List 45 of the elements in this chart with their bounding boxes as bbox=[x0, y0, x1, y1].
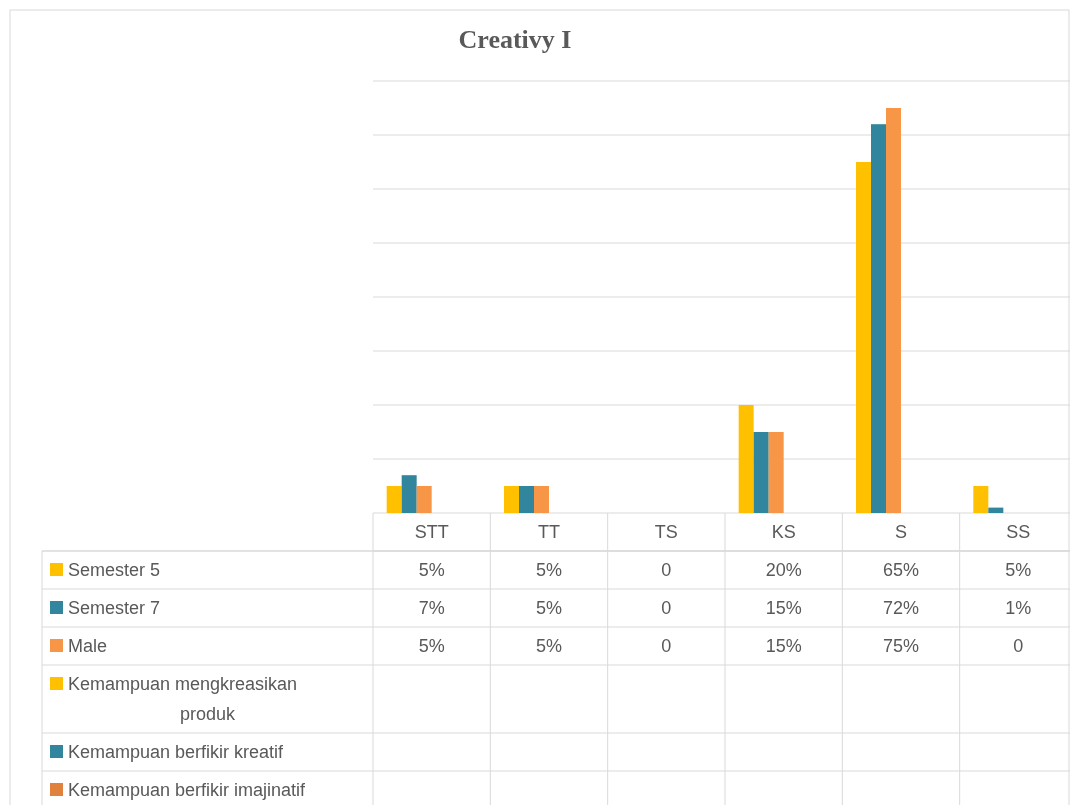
bar bbox=[504, 486, 519, 513]
bar bbox=[988, 507, 1004, 513]
bar bbox=[768, 432, 784, 513]
data-label: 1% bbox=[1005, 598, 1032, 619]
data-label: 15% bbox=[765, 598, 802, 619]
bar bbox=[856, 162, 871, 513]
x-tick-label: TS bbox=[654, 522, 678, 543]
bar bbox=[738, 405, 754, 513]
x-tick-label: S bbox=[894, 522, 908, 543]
bar bbox=[534, 486, 549, 513]
bar bbox=[401, 475, 417, 513]
bar bbox=[753, 432, 769, 513]
data-label: 75% bbox=[882, 636, 920, 657]
data-label: 5% bbox=[535, 636, 563, 657]
data-label: 5% bbox=[418, 560, 445, 581]
data-label: 0 bbox=[661, 598, 672, 619]
data-label: 15% bbox=[765, 636, 802, 657]
legend-label: Kemampuan berfikir kreatif bbox=[68, 742, 285, 763]
bar bbox=[886, 108, 901, 513]
legend-label: Kemampuan berfikir imajinatif bbox=[68, 780, 307, 801]
chart-title: Creativy I bbox=[458, 25, 572, 54]
data-label: 20% bbox=[765, 560, 802, 581]
data-label: 7% bbox=[418, 598, 445, 619]
x-tick-label: TT bbox=[538, 522, 560, 543]
legend-label: Male bbox=[68, 636, 108, 657]
bar bbox=[416, 486, 432, 513]
data-label: 0 bbox=[1013, 636, 1024, 657]
bar bbox=[519, 486, 534, 513]
legend-label: Kemampuan mengkreasikan produk bbox=[68, 674, 298, 725]
data-label: 5% bbox=[535, 598, 563, 619]
bar bbox=[386, 486, 402, 513]
data-label: 0 bbox=[661, 560, 672, 581]
data-label: 65% bbox=[882, 560, 920, 581]
data-label: 5% bbox=[1005, 560, 1032, 581]
legend-label: Semester 5 bbox=[68, 560, 161, 581]
data-label: 5% bbox=[535, 560, 563, 581]
legend-label: Semester 7 bbox=[68, 598, 161, 619]
x-tick-label: STT bbox=[414, 522, 449, 543]
data-label: 5% bbox=[418, 636, 445, 657]
bar bbox=[973, 486, 989, 513]
data-label: 0 bbox=[661, 636, 672, 657]
bar bbox=[871, 124, 886, 513]
x-tick-label: KS bbox=[771, 522, 796, 543]
x-tick-label: SS bbox=[1006, 522, 1031, 543]
data-label: 72% bbox=[882, 598, 920, 619]
